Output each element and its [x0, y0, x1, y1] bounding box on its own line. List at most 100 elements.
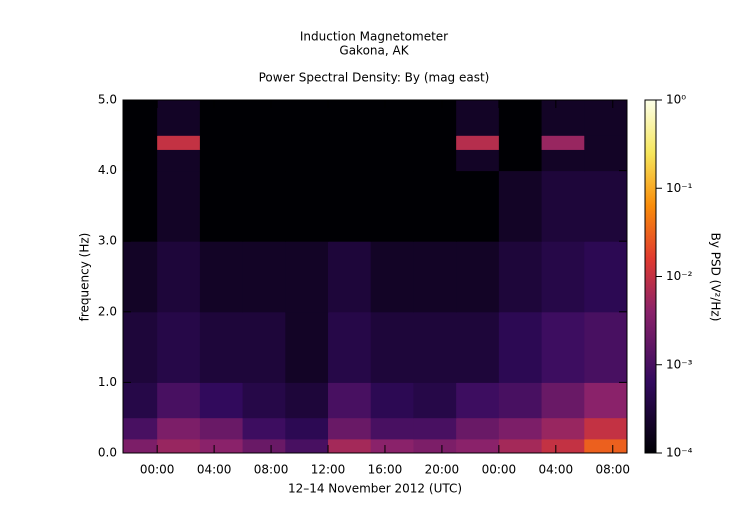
heatmap-cell [413, 311, 457, 383]
heatmap-cell [584, 311, 628, 383]
heatmap-cell [413, 438, 457, 454]
heatmap-cell [123, 149, 158, 172]
heatmap-cell [541, 311, 585, 383]
heatmap-cell [456, 170, 500, 242]
heatmap-cell [413, 149, 457, 172]
heatmap-cell [123, 382, 158, 419]
heatmap-cell [242, 100, 286, 136]
heatmap-cell [456, 438, 500, 454]
heatmap-cell [413, 417, 457, 440]
heatmap-cell [413, 170, 457, 242]
heatmap-cell [157, 311, 201, 383]
heatmap-cell [328, 311, 372, 383]
heatmap-cell [157, 438, 201, 454]
heatmap-cell [123, 170, 158, 242]
x-tick-label: 08:00 [595, 463, 630, 477]
heatmap-cell [498, 135, 543, 150]
heatmap-cell [370, 170, 414, 242]
heatmap-cell [157, 100, 201, 136]
heatmap-cell [498, 241, 543, 313]
heatmap-cell [370, 135, 414, 150]
heatmap-cell [123, 417, 158, 440]
colorbar [644, 99, 657, 454]
heatmap-cell [370, 438, 414, 454]
colorbar-tick-label: 10⁻⁴ [666, 446, 693, 460]
heatmap-cell [584, 241, 628, 313]
heatmap-cell [584, 100, 628, 136]
heatmap-cell [541, 170, 585, 242]
heatmap-cell [370, 241, 414, 313]
y-tick-label: 1.0 [98, 375, 117, 389]
heatmap-cell [157, 170, 201, 242]
chart-subtitle: Gakona, AK [339, 44, 409, 58]
heatmap-cell [242, 241, 286, 313]
x-tick-label: 04:00 [197, 463, 232, 477]
colorbar-tick-label: 10⁻² [666, 269, 693, 283]
heatmap-cell [584, 382, 628, 419]
y-tick-label: 0.0 [98, 446, 117, 460]
y-tick-label: 5.0 [98, 93, 117, 107]
heatmap-cell [541, 135, 585, 150]
heatmap-cell [328, 135, 372, 150]
heatmap-cell [498, 382, 543, 419]
heatmap-cell [498, 170, 543, 242]
heatmap-cell [413, 382, 457, 419]
heatmap-cell [328, 438, 372, 454]
heatmap-cell [157, 382, 201, 419]
heatmap-cell [242, 149, 286, 172]
heatmap-cell [328, 417, 372, 440]
heatmap-cell [199, 382, 244, 419]
y-tick-label: 2.0 [98, 304, 117, 318]
heatmap-cell [157, 241, 201, 313]
heatmap-cell [413, 135, 457, 150]
heatmap-cell [285, 311, 329, 383]
heatmap-cell [285, 170, 329, 242]
heatmap-cell [285, 417, 329, 440]
heatmap-cell [370, 382, 414, 419]
heatmap-cell [328, 241, 372, 313]
heatmap-cell [199, 135, 244, 150]
heatmap-cell [328, 170, 372, 242]
heatmap-cell [456, 100, 500, 136]
heatmap-cell [242, 311, 286, 383]
x-tick-label: 04:00 [539, 463, 574, 477]
heatmap-cell [328, 382, 372, 419]
heatmap-cell [285, 241, 329, 313]
x-tick-label: 00:00 [482, 463, 517, 477]
x-tick-label: 12:00 [311, 463, 346, 477]
heatmap-cell [456, 311, 500, 383]
colorbar-label: By PSD (V²/Hz) [709, 233, 723, 322]
y-tick-label: 4.0 [98, 163, 117, 177]
heatmap-cell [498, 100, 543, 136]
heatmap-cell [456, 149, 500, 172]
heatmap-cell [584, 170, 628, 242]
y-axis-label: frequency (Hz) [78, 233, 92, 322]
heatmap-cell [370, 311, 414, 383]
heatmap-cell [498, 417, 543, 440]
heatmap-cell [199, 438, 244, 454]
heatmap-cell [285, 149, 329, 172]
heatmap-cell [242, 438, 286, 454]
heatmap-cell [456, 382, 500, 419]
heatmap-cell [157, 149, 201, 172]
heatmap-cell [157, 417, 201, 440]
x-tick-label: 20:00 [425, 463, 460, 477]
colorbar-tick-label: 10⁻³ [666, 357, 693, 371]
heatmap-cell [123, 438, 158, 454]
heatmap-cell [242, 382, 286, 419]
plot-title: Power Spectral Density: By (mag east) [259, 71, 490, 85]
heatmap-cell [199, 417, 244, 440]
heatmap-cell [541, 417, 585, 440]
heatmap-cell [242, 417, 286, 440]
colorbar-tick-label: 10⁰ [666, 93, 686, 107]
heatmap-cell [199, 311, 244, 383]
heatmap-cell [328, 149, 372, 172]
heatmap-cell [584, 417, 628, 440]
heatmap-cell [456, 241, 500, 313]
heatmap-cell [584, 135, 628, 150]
heatmap-cell [370, 100, 414, 136]
heatmap-cell [285, 100, 329, 136]
x-axis-label: 12–14 November 2012 (UTC) [288, 482, 462, 496]
heatmap-cell [199, 170, 244, 242]
